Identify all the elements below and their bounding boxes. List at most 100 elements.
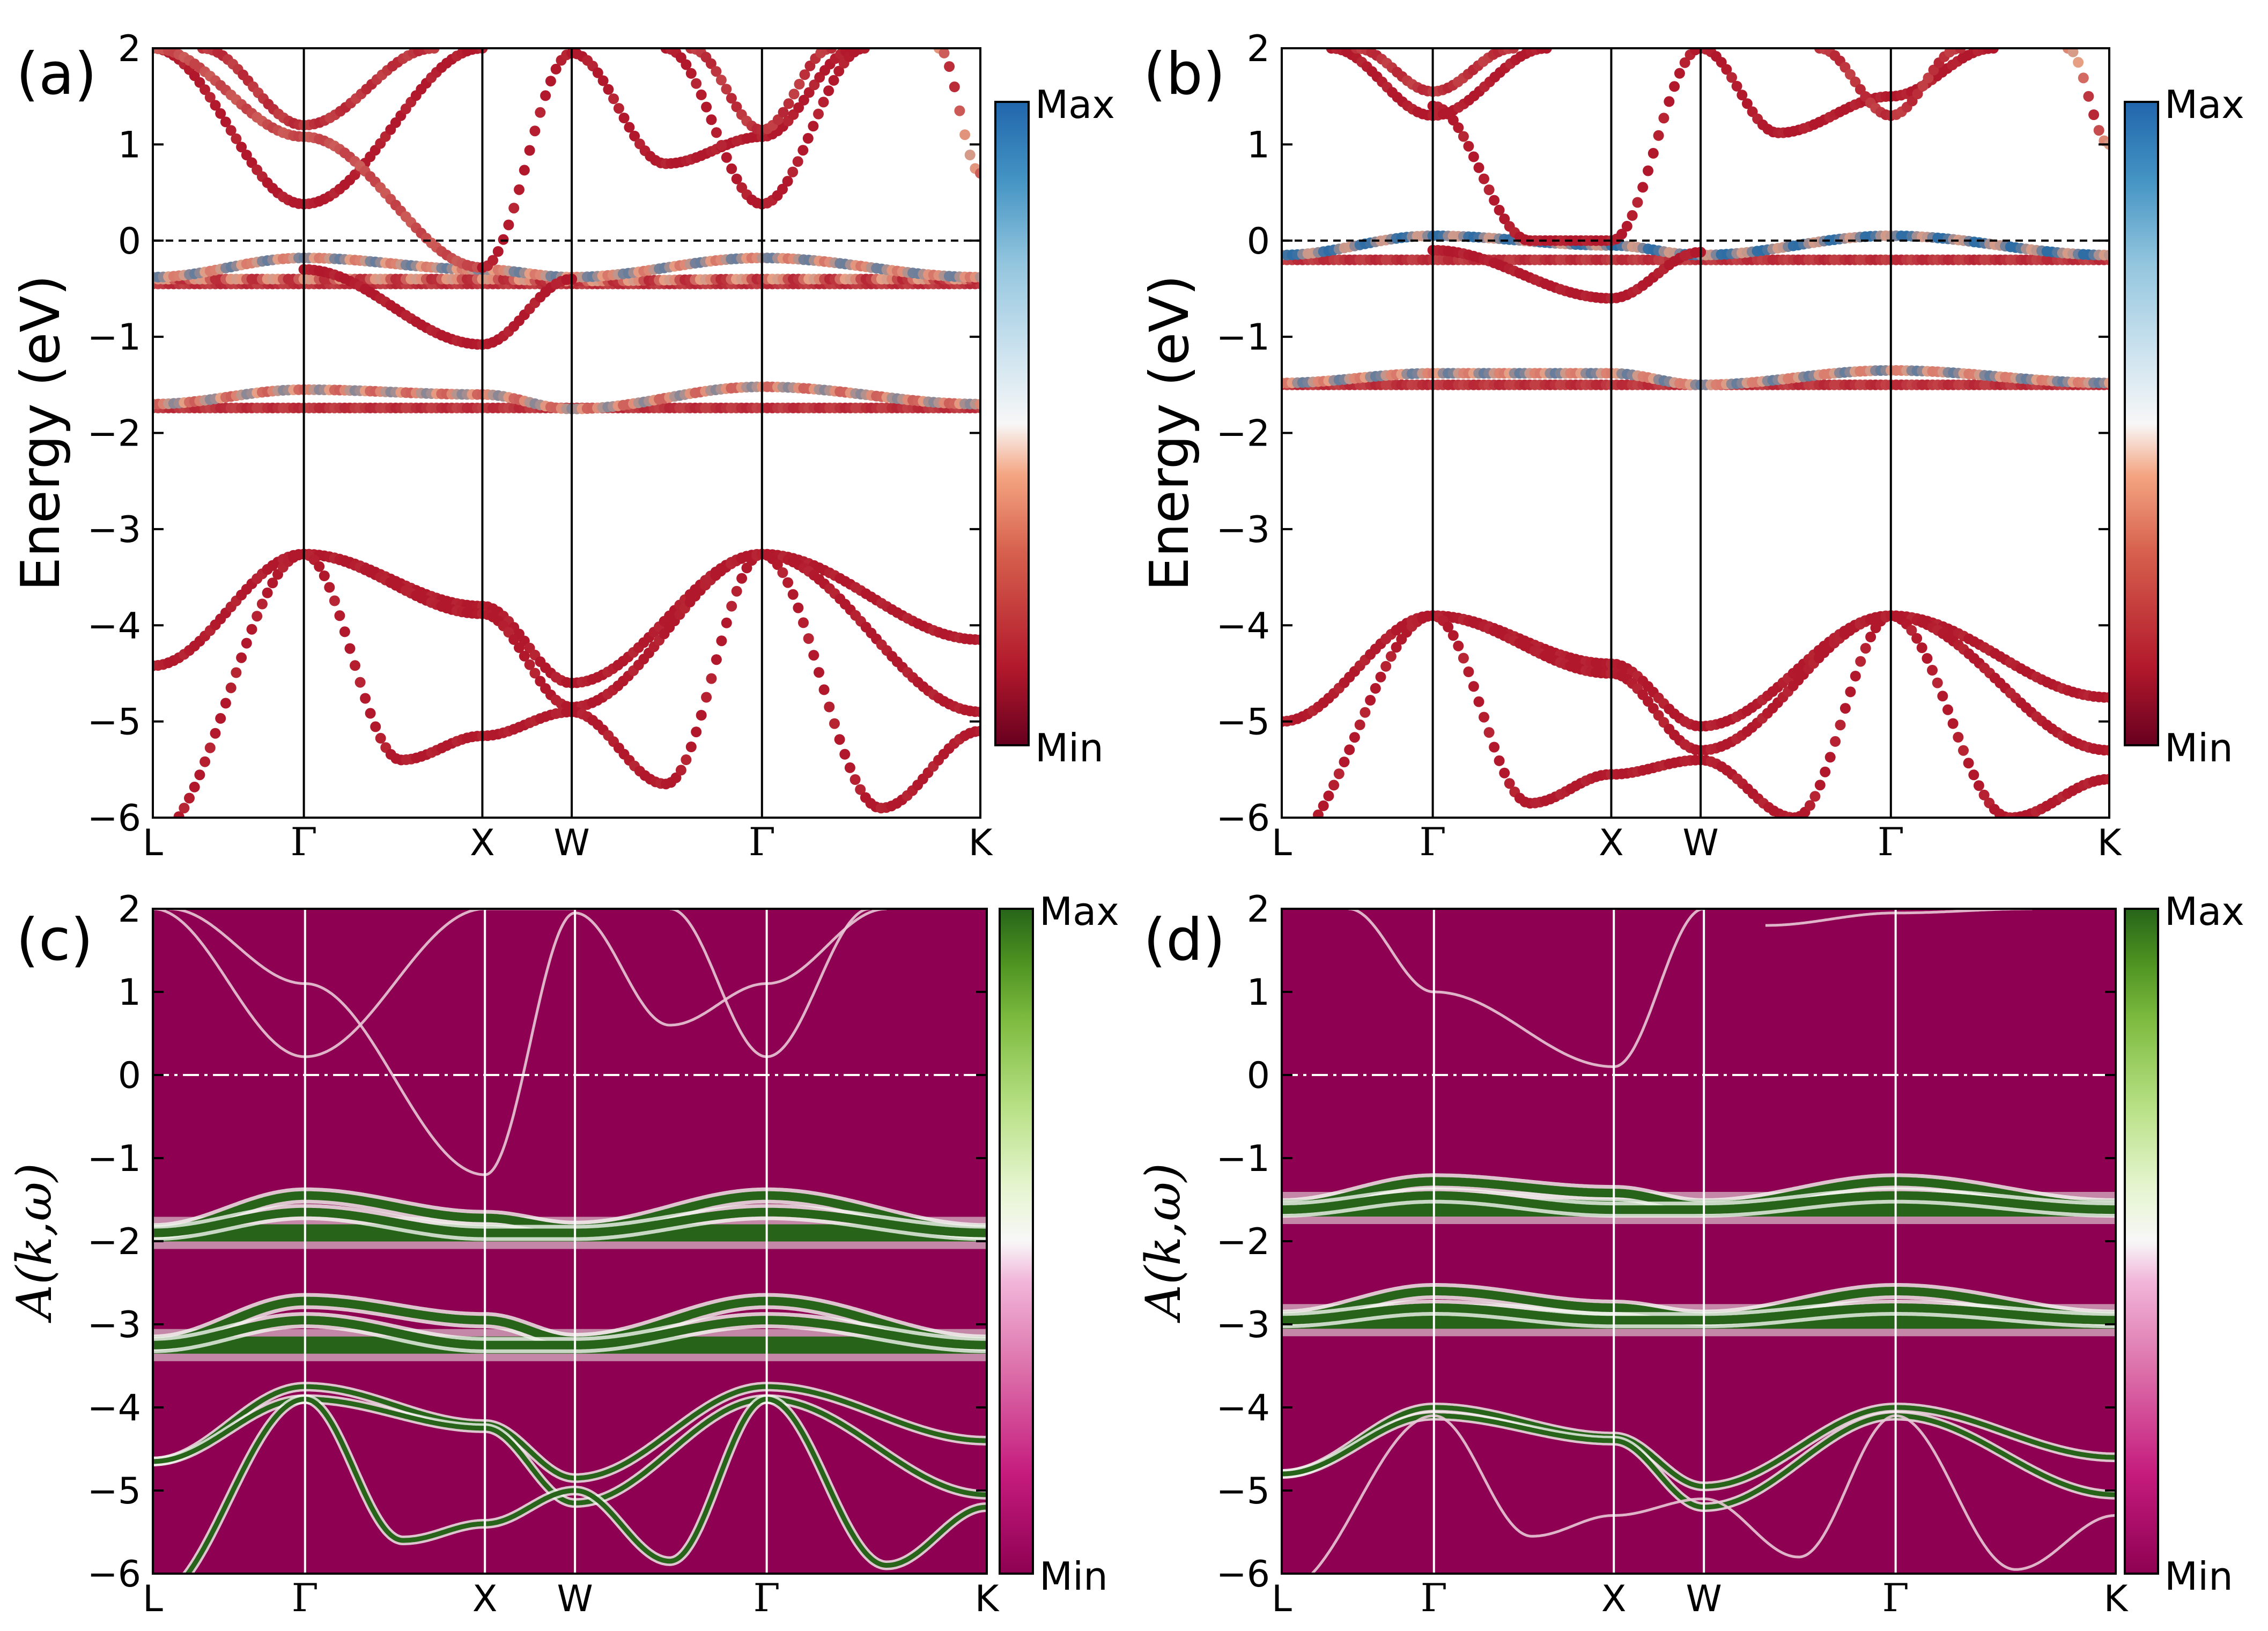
band-line (169, 909, 485, 1176)
band-line (1348, 909, 1704, 1068)
band-point (246, 624, 257, 635)
band-point (705, 58, 716, 69)
y-axis-label: A(k,ω) (6, 1163, 63, 1323)
band-point (1508, 48, 1519, 54)
band-point (793, 602, 804, 613)
band-point (210, 728, 221, 739)
band-point (1968, 769, 1979, 781)
x-tick-label: X (1601, 1578, 1627, 1620)
band-point (529, 125, 541, 137)
band-point (503, 219, 514, 231)
band-point (1731, 80, 1742, 92)
band-point (360, 693, 371, 704)
panel-label: (c) (16, 907, 93, 974)
y-tick-label: −6 (1216, 1553, 1270, 1596)
band-point (319, 570, 330, 581)
band-point (365, 708, 376, 719)
band-point (1674, 68, 1685, 79)
band-point (1453, 640, 1464, 651)
band-point (809, 79, 820, 91)
band-point (828, 75, 839, 86)
band-point (2093, 125, 2104, 136)
band-point (168, 819, 179, 829)
colorbar-min-label: Min (1039, 1554, 1108, 1599)
band-point (777, 567, 788, 578)
band-point (823, 85, 834, 97)
plot-area (1282, 909, 2116, 1574)
band-line (153, 1316, 987, 1350)
band-point (603, 84, 614, 95)
band-point (529, 668, 541, 679)
band-point (514, 642, 524, 653)
band-point (225, 125, 237, 136)
band-point (524, 659, 535, 670)
band-point (524, 145, 535, 156)
band-point (1643, 165, 1653, 176)
band-point (1923, 72, 1934, 84)
band-point (2104, 377, 2109, 389)
band-point (964, 150, 976, 160)
band-line (1282, 1191, 2116, 1214)
band-point (1473, 162, 1484, 173)
band-point (731, 101, 742, 113)
band-point (252, 611, 263, 622)
band-point (184, 792, 195, 804)
band-point (2104, 249, 2109, 261)
band-point (1313, 809, 1324, 818)
band-point (802, 133, 814, 144)
band-point (324, 582, 335, 593)
band-point (514, 184, 524, 195)
band-point (545, 76, 556, 87)
band-point (618, 113, 630, 123)
band-point (1370, 683, 1381, 694)
band-point (1360, 707, 1371, 718)
band-point (803, 633, 814, 644)
band-point (370, 721, 381, 732)
panel-c: 2 1 0 −1 −2 −3 −4 −5 −6L Γ X W Γ K (c) A(k,ω) Max Min (6, 888, 1119, 1620)
band-point (1912, 88, 1923, 99)
band-line (670, 909, 870, 1058)
band-point (691, 726, 702, 738)
x-tick-label: X (472, 1578, 498, 1620)
x-tick-label: L (1272, 1578, 1292, 1620)
band-point (1339, 757, 1350, 768)
x-tick-label: Γ (1420, 819, 1446, 864)
band-point (215, 713, 226, 724)
panel-d: 2 1 0 −1 −2 −3 −4 −5 −6L Γ X W Γ K (d) A(k,ω) Max Min (1135, 888, 2244, 1620)
band-point (508, 634, 520, 645)
band-point (975, 634, 980, 646)
band-point (711, 654, 722, 665)
y-tick-label: 1 (1247, 124, 1270, 166)
y-tick-label: 0 (1247, 1055, 1270, 1097)
band-point (1726, 72, 1737, 83)
band-point (215, 108, 226, 119)
band-point (624, 122, 635, 133)
band-line (153, 1207, 987, 1237)
y-tick-label: 2 (118, 28, 141, 70)
band-point (194, 769, 205, 781)
band-point (1809, 791, 1821, 802)
band-point (1463, 666, 1474, 677)
band-point (1978, 789, 1990, 800)
x-tick-label: K (975, 1578, 1000, 1620)
band-point (1447, 630, 1459, 641)
band-point (597, 75, 609, 86)
y-axis-label: A(k,ω) (1135, 1163, 1192, 1323)
band-point (808, 650, 819, 661)
band-point (189, 781, 200, 792)
band-point (1927, 665, 1938, 676)
band-point (736, 573, 748, 584)
band-point (334, 610, 345, 621)
band-point (711, 66, 722, 77)
x-tick-label: L (143, 822, 163, 864)
x-tick-label: Γ (1421, 1575, 1447, 1620)
panel-label: (a) (16, 41, 97, 108)
band-point (375, 732, 386, 744)
band-point (1814, 780, 1826, 791)
band-point (210, 100, 221, 111)
band-point (793, 102, 804, 113)
band-point (799, 69, 810, 80)
band-point (1669, 81, 1680, 92)
band-point (794, 79, 805, 90)
